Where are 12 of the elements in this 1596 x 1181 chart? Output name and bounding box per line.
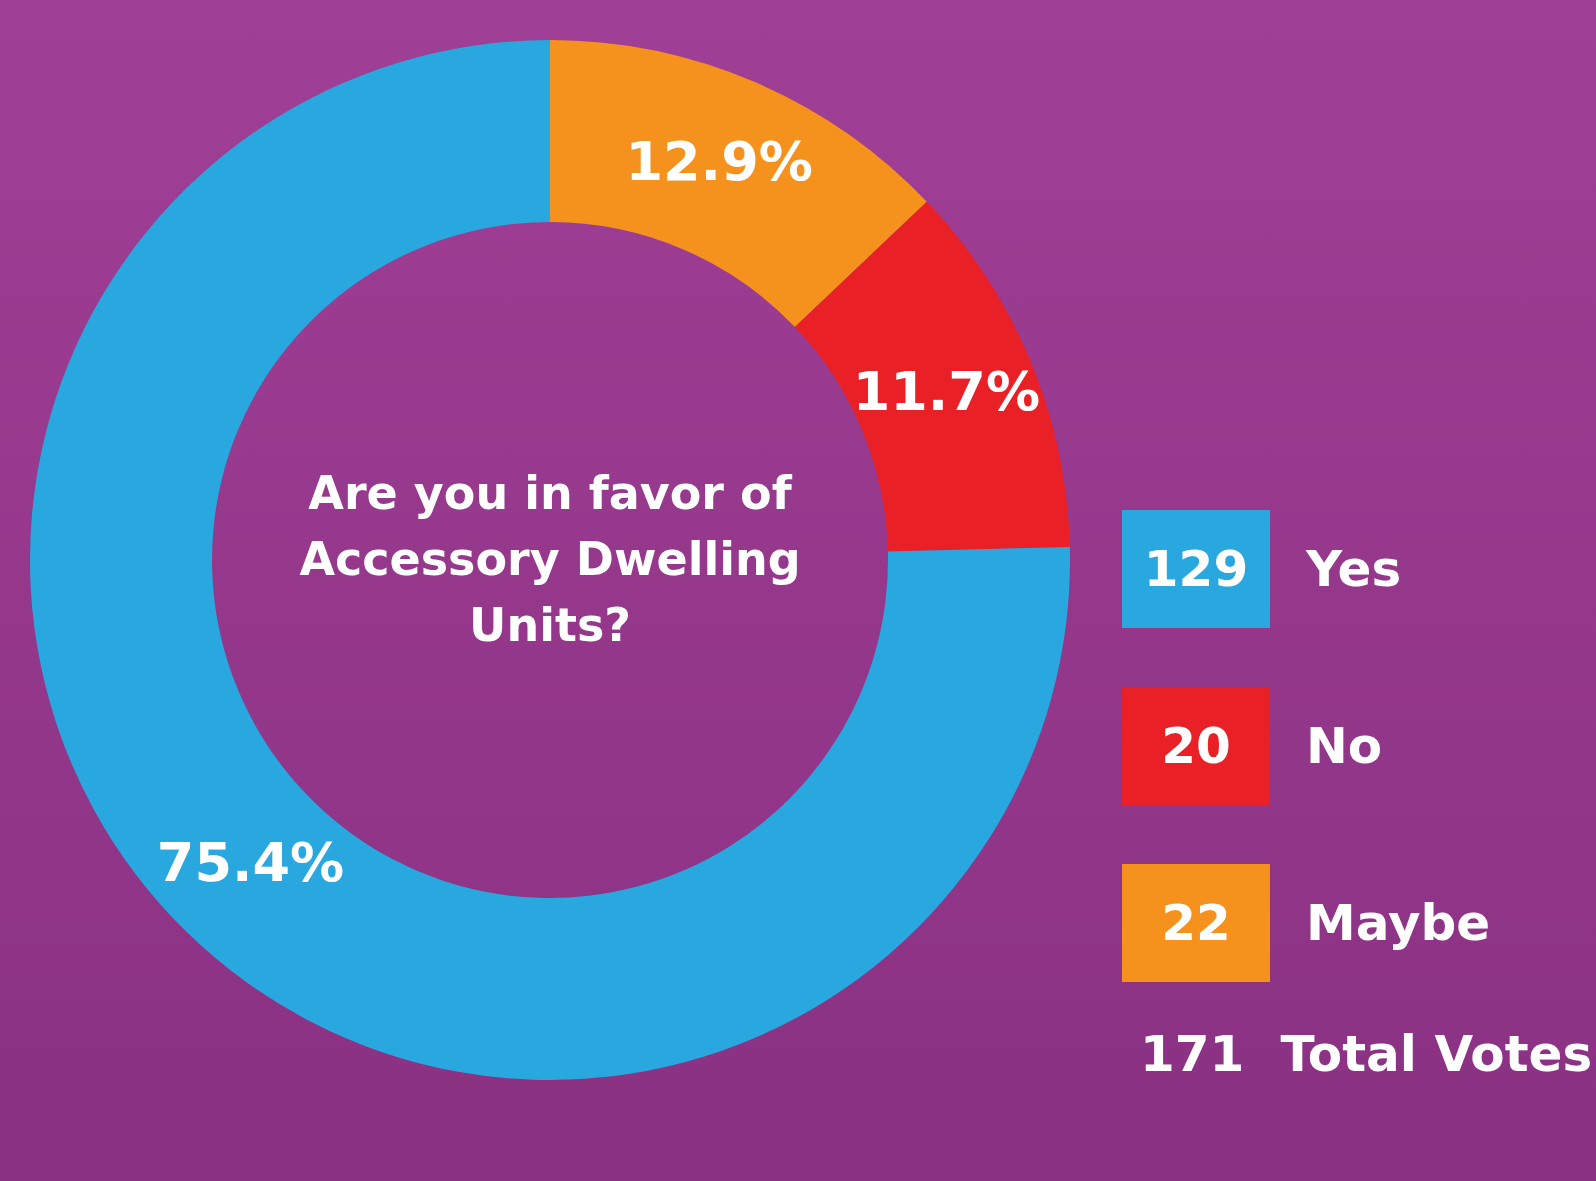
data-label: 11.7% — [852, 359, 1041, 423]
text: 22 — [1122, 864, 1270, 982]
legend-label: Yes — [1306, 540, 1402, 598]
text: Are you in favor of Accessory Dwelling Units? — [298, 465, 802, 654]
data-label: 75.4% — [156, 831, 345, 895]
text: 20 — [1122, 687, 1270, 805]
text: Total Votes — [1280, 1025, 1593, 1083]
data-label: 12.9% — [625, 129, 813, 193]
legend-label: Maybe — [1306, 894, 1491, 952]
text: 129 — [1122, 510, 1270, 628]
legend-label: No — [1306, 717, 1383, 775]
text: 171 — [1140, 1025, 1245, 1083]
